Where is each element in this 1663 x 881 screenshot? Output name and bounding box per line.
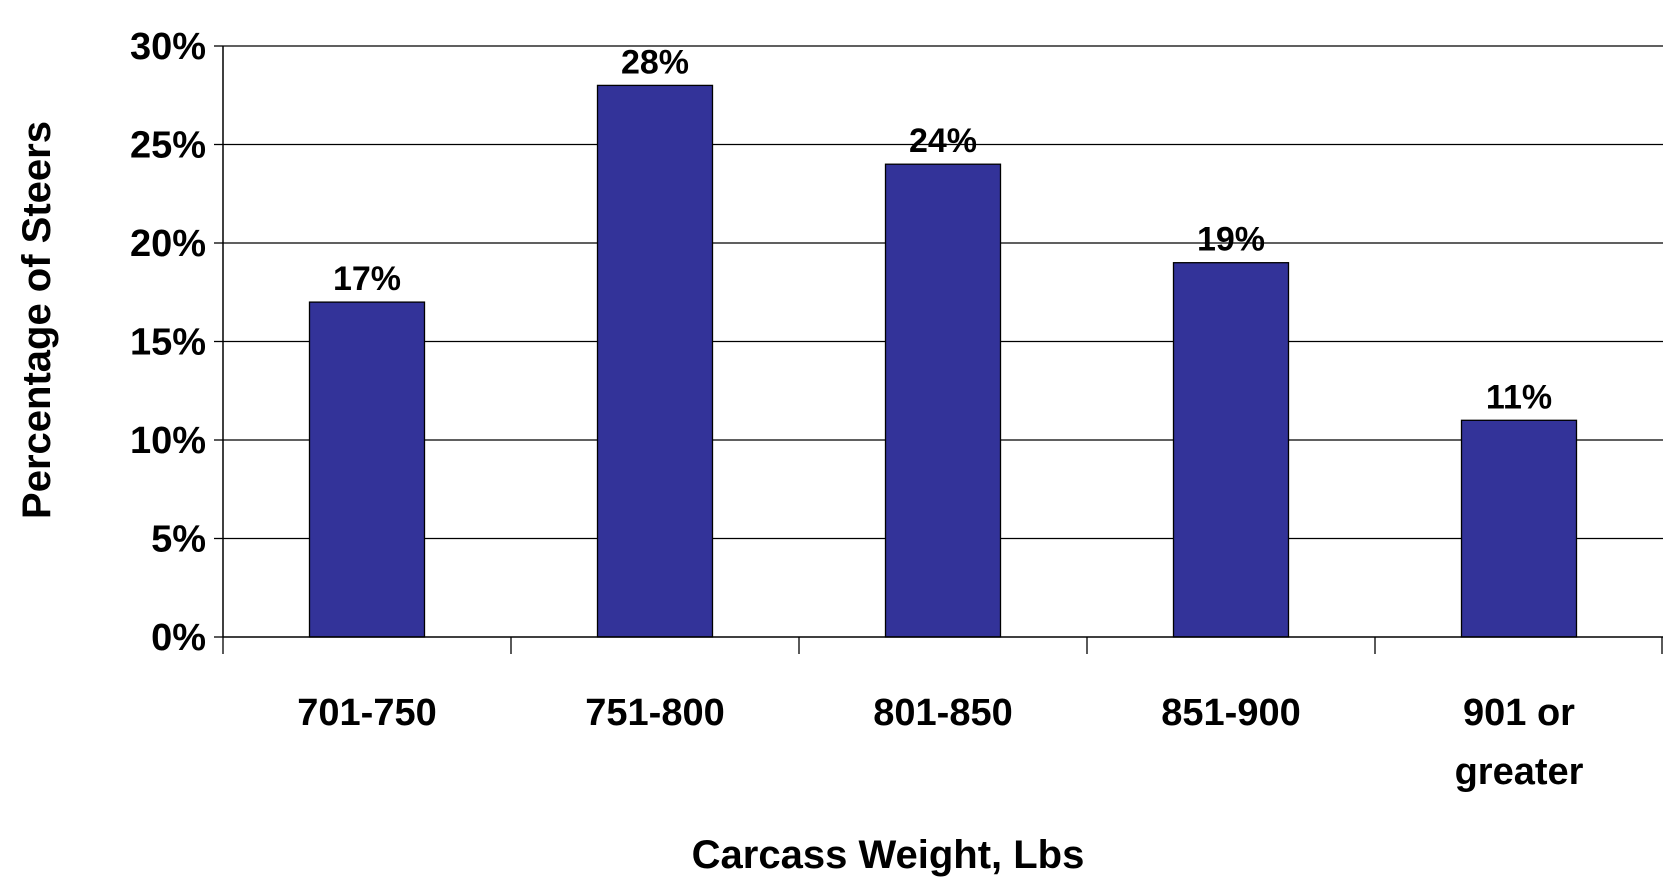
bar bbox=[596, 84, 714, 638]
y-axis-title: Percentage of Steers bbox=[15, 121, 59, 519]
y-tick-labels: 0% 5% 10% 15% 20% 25% 30% bbox=[130, 26, 206, 659]
x-tick-label: greater bbox=[1455, 751, 1584, 793]
bar bbox=[884, 163, 1002, 638]
x-tick-label: 851-900 bbox=[1161, 692, 1300, 734]
y-tick-label: 30% bbox=[130, 26, 206, 68]
y-tick-label: 20% bbox=[130, 223, 206, 265]
bars bbox=[308, 84, 1578, 638]
x-tick-label: 901 or bbox=[1463, 692, 1575, 734]
data-label: 19% bbox=[1197, 221, 1265, 259]
axes bbox=[214, 45, 1663, 654]
y-tick-label: 0% bbox=[151, 617, 206, 659]
x-tick-labels: 701-750 751-800 801-850 851-900 901 or greate… bbox=[297, 692, 1583, 793]
y-tick-label: 15% bbox=[130, 322, 206, 364]
bar bbox=[1460, 419, 1578, 638]
data-label: 17% bbox=[333, 260, 401, 298]
x-tick-label: 701-750 bbox=[297, 692, 436, 734]
data-label: 24% bbox=[909, 122, 977, 160]
x-tick-label: 751-800 bbox=[585, 692, 724, 734]
y-tick-label: 10% bbox=[130, 420, 206, 462]
data-labels: 17% 28% 24% 19% 11% bbox=[333, 43, 1552, 416]
data-label: 28% bbox=[621, 43, 689, 81]
y-tick-label: 5% bbox=[151, 519, 206, 561]
bar bbox=[308, 301, 426, 638]
bar bbox=[1172, 262, 1290, 638]
y-tick-label: 25% bbox=[130, 125, 206, 167]
x-axis-title: Carcass Weight, Lbs bbox=[692, 833, 1085, 877]
x-tick-label: 801-850 bbox=[873, 692, 1012, 734]
data-label: 11% bbox=[1486, 378, 1552, 416]
